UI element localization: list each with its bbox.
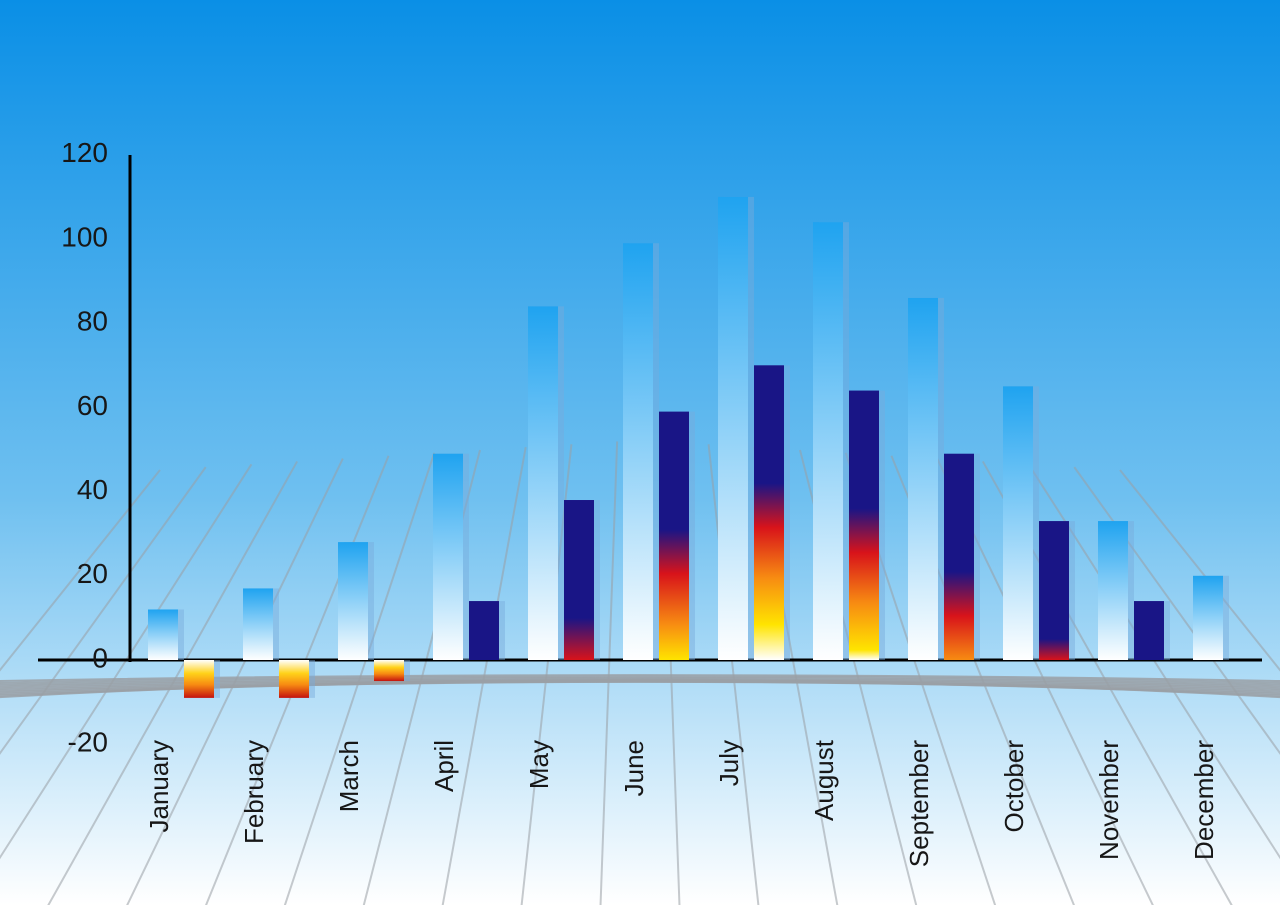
bar-fire [754, 365, 784, 660]
bar-blue [623, 243, 653, 660]
bar-group [1193, 576, 1229, 660]
y-tick: 40 [77, 474, 108, 505]
y-tick: -20 [68, 727, 108, 758]
bar-blue [338, 542, 368, 660]
x-label: May [524, 740, 554, 789]
y-tick: 60 [77, 390, 108, 421]
svg-text:20: 20 [77, 558, 108, 589]
bar-blue [718, 197, 748, 660]
x-label: September [904, 740, 934, 868]
y-tick: 120 [61, 137, 108, 168]
x-label: June [619, 740, 649, 796]
svg-text:0: 0 [92, 642, 108, 673]
bar-blue [433, 454, 463, 660]
bar-blue [1193, 576, 1223, 660]
bar-blue [243, 588, 273, 660]
svg-text:100: 100 [61, 221, 108, 252]
bar-fire [564, 500, 594, 660]
chart-stage: -20 0 20 40 60 80 100 120 January February March A… [0, 0, 1280, 905]
y-tick: 20 [77, 558, 108, 589]
bar-fire [849, 391, 879, 660]
bar-fire [184, 660, 214, 698]
bar-blue [148, 609, 178, 660]
svg-text:120: 120 [61, 137, 108, 168]
bar-fire [1134, 601, 1164, 660]
y-tick: 100 [61, 221, 108, 252]
x-label: April [429, 740, 459, 792]
y-tick: 80 [77, 306, 108, 337]
bar-blue [1098, 521, 1128, 660]
bar-blue [813, 222, 843, 660]
bar-fire [374, 660, 404, 681]
svg-text:40: 40 [77, 474, 108, 505]
bar-fire [469, 601, 499, 660]
x-label: October [999, 740, 1029, 833]
x-label: November [1094, 740, 1124, 860]
svg-text:80: 80 [77, 306, 108, 337]
svg-text:60: 60 [77, 390, 108, 421]
svg-text:-20: -20 [68, 727, 108, 758]
x-label: February [239, 740, 269, 844]
x-label: December [1189, 740, 1219, 860]
x-label: January [144, 740, 174, 833]
x-label: March [334, 740, 364, 812]
bar-fire [279, 660, 309, 698]
bar-blue [528, 306, 558, 660]
monthly-bar-chart: -20 0 20 40 60 80 100 120 January February March A… [0, 0, 1280, 905]
x-label: August [809, 739, 839, 821]
x-label: July [714, 740, 744, 786]
bar-blue [908, 298, 938, 660]
bar-fire [944, 454, 974, 660]
bar-fire [1039, 521, 1069, 660]
bar-fire [659, 412, 689, 660]
y-tick: 0 [92, 642, 108, 673]
bar-blue [1003, 386, 1033, 660]
